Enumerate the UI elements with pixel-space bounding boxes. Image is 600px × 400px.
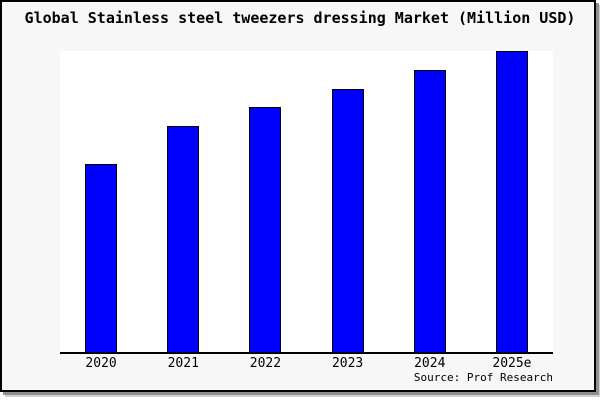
source-note: Source: Prof Research (413, 371, 553, 384)
chart-window: Global Stainless steel tweezers dressing… (0, 0, 596, 392)
plot-area (60, 51, 553, 354)
x-tick-label-2023: 2023 (331, 356, 364, 371)
x-tick-label-2025e: 2025e (492, 356, 532, 371)
bar-slot-2025e (471, 51, 553, 352)
bar-slot-2024 (389, 70, 471, 352)
bars-container (60, 51, 553, 352)
bar-2022 (249, 107, 282, 352)
bar-slot-2021 (142, 126, 224, 352)
bar-slot-2023 (307, 89, 389, 352)
bar-2021 (167, 126, 200, 352)
chart-title: Global Stainless steel tweezers dressing… (24, 9, 576, 27)
x-tick-label-2024: 2024 (414, 356, 446, 371)
bar-2024 (413, 70, 446, 352)
x-axis-labels: 2020 2021 2022 2023 2024 2025e (60, 357, 553, 370)
bar-2023 (331, 89, 364, 352)
x-tick-label-2021: 2021 (167, 356, 199, 371)
x-tick-label-2020: 2020 (85, 356, 117, 371)
bar-2020 (85, 164, 118, 352)
bar-slot-2020 (60, 164, 142, 352)
bar-slot-2022 (224, 107, 306, 352)
bar-2025e (495, 51, 528, 352)
x-tick-label-2022: 2022 (249, 356, 282, 371)
